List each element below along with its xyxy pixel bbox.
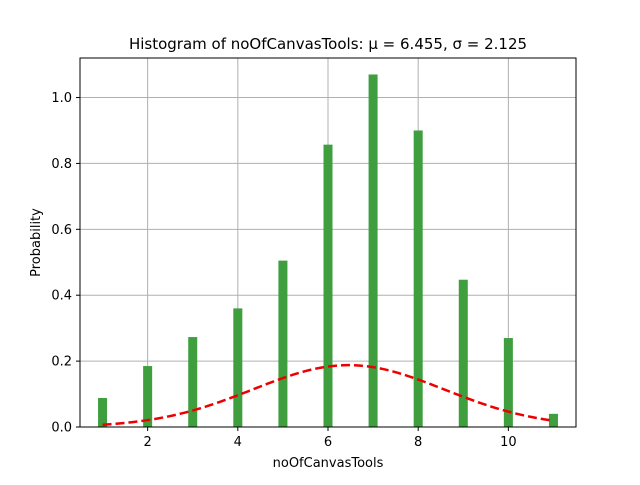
histogram-bar (368, 74, 378, 428)
histogram-bar (188, 337, 198, 427)
x-axis-label: noOfCanvasTools (273, 456, 384, 471)
y-tick-label: 0.2 (51, 355, 72, 370)
histogram-bar (413, 130, 423, 427)
histogram-bar (278, 260, 288, 427)
x-axis-ticks: 2 4 6 8 10 (143, 427, 517, 450)
histogram-bar (503, 338, 513, 427)
y-tick-label: 1.0 (51, 91, 72, 106)
y-tick-label: 0.6 (51, 223, 72, 238)
y-tick-label: 0.4 (51, 289, 72, 304)
y-tick-label: 0.8 (51, 157, 72, 172)
x-tick-label: 4 (234, 435, 242, 450)
chart-title-text: Histogram of noOfCanvasTools (129, 35, 359, 53)
histogram-bar (548, 413, 558, 427)
histogram-bar (233, 308, 243, 427)
chart-title-stats: : μ = 6.455, σ = 2.125 (359, 35, 528, 53)
chart-title: Histogram of noOfCanvasTools: μ = 6.455,… (129, 35, 527, 53)
histogram-bar (98, 398, 108, 427)
y-tick-label: 0.0 (51, 421, 72, 436)
y-axis-label: Probability (29, 208, 44, 277)
bars-layer (98, 74, 558, 428)
histogram-bar (323, 144, 333, 427)
histogram-bar (458, 279, 468, 427)
histogram-bar (143, 366, 153, 427)
y-axis-ticks: 0.0 0.2 0.4 0.6 0.8 1.0 (51, 91, 80, 436)
x-tick-label: 8 (414, 435, 422, 450)
x-tick-label: 6 (324, 435, 332, 450)
curve-layer (102, 363, 554, 426)
normal-pdf-curve (102, 363, 554, 426)
x-tick-label: 2 (143, 435, 151, 450)
x-tick-label: 10 (500, 435, 517, 450)
